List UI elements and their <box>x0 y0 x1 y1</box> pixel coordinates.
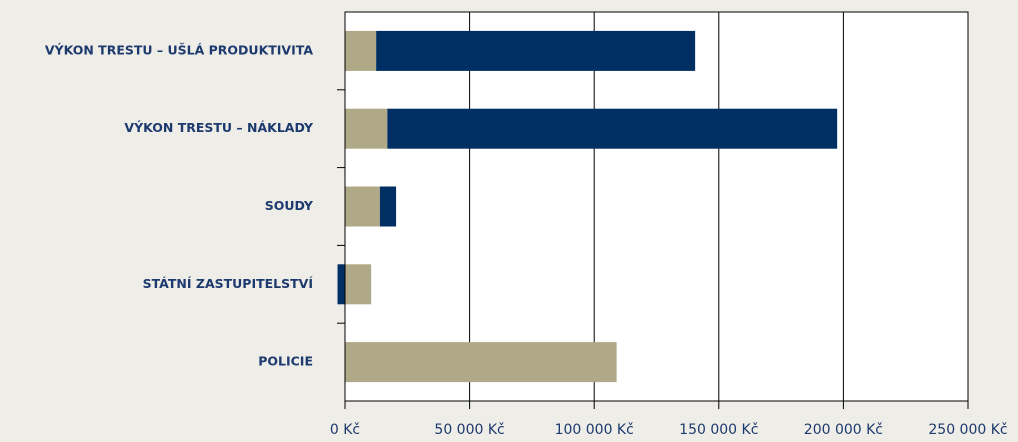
bar <box>379 186 397 227</box>
category-label: VÝKON TRESTU – NÁKLADY <box>124 120 314 135</box>
category-label: POLICIE <box>258 354 313 369</box>
bar <box>345 264 372 305</box>
bar <box>345 342 617 383</box>
bar <box>345 30 377 71</box>
x-tick-label: 200 000 Kč <box>804 422 883 438</box>
category-label: VÝKON TRESTU – UŠLÁ PRODUKTIVITA <box>45 42 313 57</box>
x-tick-label: 50 000 Kč <box>434 422 504 438</box>
plot-area <box>345 12 968 401</box>
bar <box>376 30 696 71</box>
bar <box>345 186 380 227</box>
bar <box>387 108 838 149</box>
x-tick-label: 0 Kč <box>330 422 360 438</box>
x-tick-label: 100 000 Kč <box>555 422 634 438</box>
x-tick-label: 150 000 Kč <box>679 422 758 438</box>
category-label: SOUDY <box>265 198 314 213</box>
bar <box>337 264 345 305</box>
bar <box>345 108 388 149</box>
x-tick-label: 250 000 Kč <box>928 422 1007 438</box>
category-label: STÁTNÍ ZASTUPITELSTVÍ <box>143 276 314 291</box>
